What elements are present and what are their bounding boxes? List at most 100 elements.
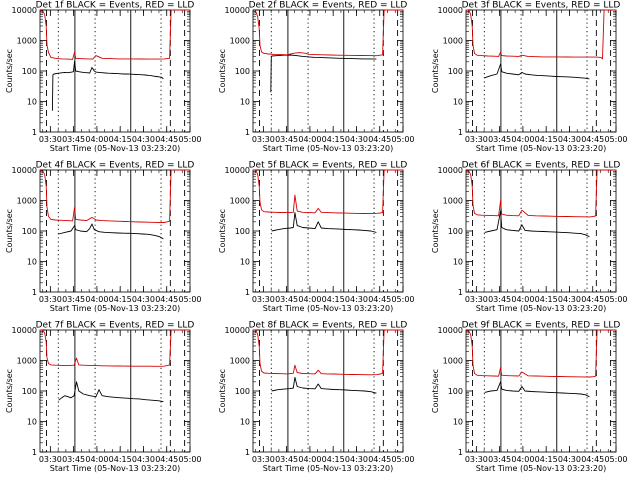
y-axis-label: Counts/sec: [218, 369, 227, 413]
x-tick-label: 04:00: [298, 455, 321, 464]
plot-frame: [252, 329, 404, 453]
x-tick-label: 05:00: [178, 455, 201, 464]
x-tick-label: 04:15: [535, 135, 558, 144]
x-tick-label: 04:00: [298, 135, 321, 144]
x-tick-label: 05:00: [178, 295, 201, 304]
y-tick-label: 10000: [12, 6, 37, 15]
x-tick-label: 04:30: [558, 295, 581, 304]
y-tick-label: 10: [240, 258, 250, 267]
y-tick-label: 100: [235, 67, 250, 76]
x-tick-label: 03:45: [62, 295, 85, 304]
y-tick-label: 1000: [230, 197, 250, 206]
y-tick-label: 100: [448, 227, 463, 236]
x-tick-label: 04:15: [109, 135, 132, 144]
chart-panel-4: Det 4f BLACK = Events, RED = LLD 1 10 100 10…: [5, 161, 202, 314]
plot-frame: [465, 329, 617, 453]
x-tick-label: 04:45: [155, 135, 178, 144]
x-tick-label: 03:45: [275, 295, 298, 304]
y-axis-label: Counts/sec: [431, 49, 440, 93]
x-tick-label: 04:00: [85, 455, 108, 464]
x-tick-label: 04:30: [345, 455, 368, 464]
chart-title: Det 6f BLACK = Events, RED = LLD: [462, 161, 621, 171]
chart-title: Det 1f BLACK = Events, RED = LLD: [36, 1, 195, 11]
chart-panel-2: Det 2f BLACK = Events, RED = LLD 1 10 100 10…: [218, 1, 415, 154]
x-tick-label: 05:00: [391, 295, 414, 304]
chart-title: Det 9f BLACK = Events, RED = LLD: [462, 321, 621, 331]
x-tick-label: 04:15: [322, 135, 345, 144]
y-tick-label: 1: [32, 448, 37, 457]
chart-title: Det 2f BLACK = Events, RED = LLD: [249, 1, 408, 11]
lld-series-line: [40, 329, 190, 367]
x-tick-label: 04:00: [511, 135, 534, 144]
y-axis-label: Counts/sec: [5, 49, 14, 93]
plot-frame: [252, 169, 404, 293]
y-tick-label: 10: [27, 418, 37, 427]
y-tick-label: 1: [458, 128, 463, 137]
y-tick-label: 10000: [12, 326, 37, 335]
events-series-line: [484, 210, 590, 238]
y-tick-label: 100: [448, 67, 463, 76]
x-tick-label: 03:45: [488, 295, 511, 304]
y-tick-label: 100: [235, 387, 250, 396]
x-axis-label: Start Time (05-Nov-13 03:23:20): [476, 464, 606, 473]
y-tick-label: 100: [22, 67, 37, 76]
plot-frame: [39, 9, 191, 133]
y-axis-label: Counts/sec: [5, 209, 14, 253]
x-tick-label: 05:00: [604, 455, 627, 464]
chart-panel-8: Det 8f BLACK = Events, RED = LLD 1 10 100 10…: [218, 321, 415, 474]
plot-frame: [39, 329, 191, 453]
y-tick-label: 10000: [438, 166, 463, 175]
plot-frame: [465, 9, 617, 133]
y-tick-label: 10000: [225, 6, 250, 15]
x-tick-label: 03:30: [39, 455, 62, 464]
x-tick-label: 04:30: [558, 455, 581, 464]
y-tick-label: 10000: [438, 326, 463, 335]
y-tick-label: 1: [32, 128, 37, 137]
events-series-line: [58, 223, 164, 240]
events-series-line: [271, 212, 377, 233]
x-tick-label: 03:30: [39, 295, 62, 304]
x-tick-label: 04:00: [511, 295, 534, 304]
x-tick-label: 03:45: [488, 455, 511, 464]
y-tick-label: 100: [448, 387, 463, 396]
y-tick-label: 10: [453, 418, 463, 427]
y-tick-label: 10: [27, 98, 37, 107]
x-axis-label: Start Time (05-Nov-13 03:23:20): [50, 144, 180, 153]
y-tick-label: 10: [27, 258, 37, 267]
x-axis-label: Start Time (05-Nov-13 03:23:20): [50, 464, 180, 473]
x-tick-label: 04:15: [109, 455, 132, 464]
x-axis-label: Start Time (05-Nov-13 03:23:20): [50, 304, 180, 313]
x-tick-label: 04:30: [558, 135, 581, 144]
y-tick-label: 10: [240, 418, 250, 427]
x-axis-label: Start Time (05-Nov-13 03:23:20): [476, 304, 606, 313]
x-axis-label: Start Time (05-Nov-13 03:23:20): [263, 304, 393, 313]
chart-title: Det 5f BLACK = Events, RED = LLD: [249, 161, 408, 171]
x-tick-label: 03:45: [62, 455, 85, 464]
chart-panel-1: Det 1f BLACK = Events, RED = LLD 1 10 100 10…: [5, 1, 202, 154]
x-tick-label: 03:45: [275, 455, 298, 464]
x-tick-label: 04:30: [345, 135, 368, 144]
x-axis-label: Start Time (05-Nov-13 03:23:20): [476, 144, 606, 153]
y-tick-label: 1: [32, 288, 37, 297]
events-series-line: [271, 376, 377, 394]
x-tick-label: 04:45: [368, 455, 391, 464]
y-axis-label: Counts/sec: [431, 209, 440, 253]
x-tick-label: 03:30: [465, 455, 488, 464]
x-tick-label: 03:45: [275, 135, 298, 144]
x-tick-label: 05:00: [604, 295, 627, 304]
x-tick-label: 04:30: [132, 135, 155, 144]
y-tick-label: 10: [453, 98, 463, 107]
events-series-line: [484, 381, 590, 398]
y-axis-label: Counts/sec: [218, 49, 227, 93]
lld-series-line: [253, 9, 403, 57]
lld-series-line: [253, 329, 403, 376]
x-axis-label: Start Time (05-Nov-13 03:23:20): [263, 144, 393, 153]
events-series-line: [270, 54, 377, 93]
y-tick-label: 1000: [443, 197, 463, 206]
y-tick-label: 10000: [225, 326, 250, 335]
lld-series-line: [40, 9, 190, 60]
x-tick-label: 03:45: [488, 135, 511, 144]
chart-panel-9: Det 9f BLACK = Events, RED = LLD 1 10 100 10…: [431, 321, 628, 474]
x-tick-label: 04:45: [581, 295, 604, 304]
x-tick-label: 04:45: [155, 455, 178, 464]
